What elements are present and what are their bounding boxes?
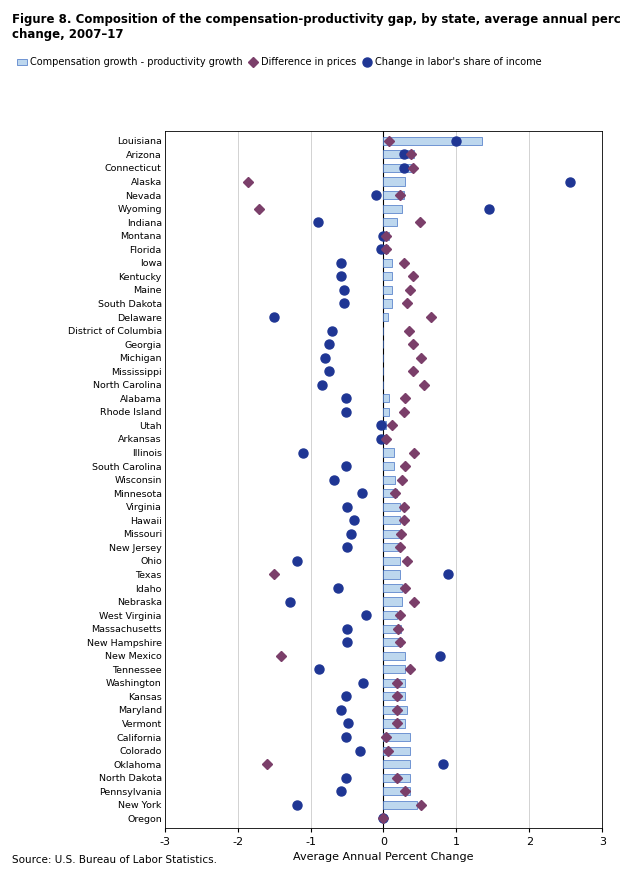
- Bar: [383, 801, 417, 809]
- Bar: [383, 652, 406, 660]
- Bar: [383, 434, 386, 443]
- Bar: [383, 706, 407, 714]
- Bar: [383, 557, 399, 565]
- Bar: [383, 218, 397, 226]
- Bar: [383, 638, 402, 646]
- Bar: [383, 300, 392, 307]
- Legend: Compensation growth - productivity growth, Difference in prices, Change in labor: Compensation growth - productivity growt…: [17, 58, 542, 67]
- Bar: [383, 421, 386, 429]
- Bar: [383, 489, 397, 498]
- Bar: [383, 692, 406, 701]
- Text: Source: U.S. Bureau of Labor Statistics.: Source: U.S. Bureau of Labor Statistics.: [12, 856, 217, 865]
- Bar: [383, 570, 399, 578]
- Bar: [383, 733, 410, 741]
- Bar: [383, 449, 394, 456]
- X-axis label: Average Annual Percent Change: Average Annual Percent Change: [293, 852, 474, 862]
- Bar: [383, 719, 406, 728]
- Bar: [383, 164, 412, 172]
- Bar: [383, 394, 389, 402]
- Bar: [383, 272, 392, 280]
- Bar: [383, 205, 402, 213]
- Bar: [383, 746, 410, 754]
- Bar: [383, 543, 399, 551]
- Text: change, 2007–17: change, 2007–17: [12, 28, 124, 41]
- Bar: [383, 286, 392, 294]
- Bar: [383, 788, 410, 795]
- Bar: [383, 611, 397, 619]
- Bar: [383, 178, 406, 186]
- Bar: [383, 313, 388, 321]
- Bar: [383, 151, 414, 159]
- Bar: [383, 245, 388, 253]
- Bar: [383, 231, 389, 240]
- Text: Figure 8. Composition of the compensation-productivity gap, by state, average an: Figure 8. Composition of the compensatio…: [12, 13, 621, 26]
- Bar: [383, 503, 399, 511]
- Bar: [383, 760, 410, 768]
- Bar: [383, 584, 402, 592]
- Bar: [383, 408, 389, 416]
- Bar: [383, 665, 406, 674]
- Bar: [383, 516, 399, 525]
- Bar: [383, 679, 406, 687]
- Bar: [383, 191, 404, 199]
- Bar: [383, 462, 394, 470]
- Bar: [383, 476, 395, 484]
- Bar: [383, 774, 410, 781]
- Bar: [383, 137, 482, 145]
- Bar: [383, 258, 392, 267]
- Bar: [383, 625, 401, 632]
- Bar: [383, 530, 399, 538]
- Bar: [383, 597, 402, 605]
